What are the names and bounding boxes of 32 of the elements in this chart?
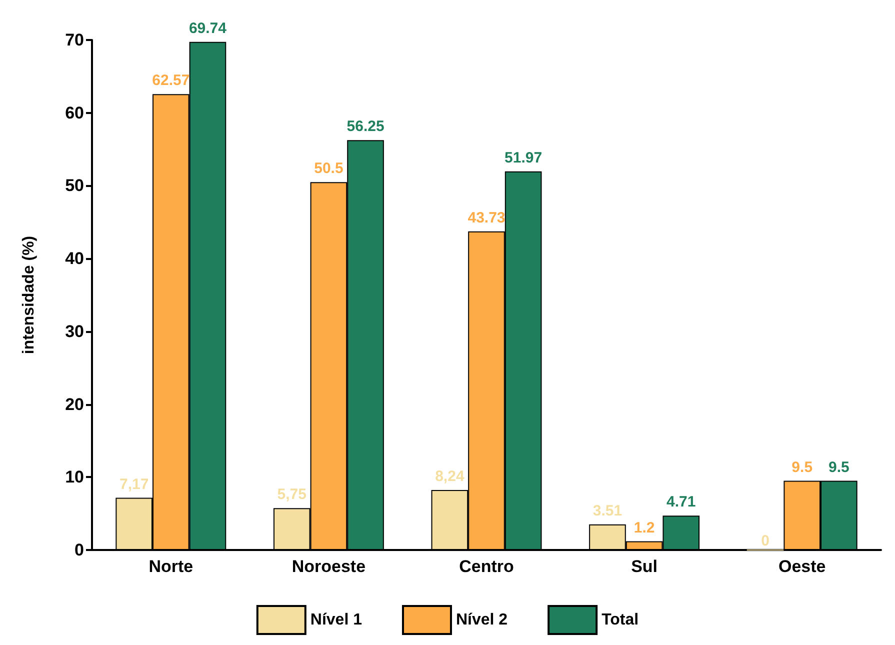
- data-label: 5,75: [277, 486, 306, 504]
- data-label: 69.74: [188, 20, 228, 37]
- data-label: 9.5: [792, 458, 813, 476]
- data-label: 1.2: [634, 519, 655, 536]
- data-label: 9.5: [828, 458, 850, 476]
- y-tick-label: 50: [65, 176, 84, 196]
- x-tick-label: Norte: [148, 557, 194, 576]
- x-tick-label: Oeste: [778, 557, 826, 576]
- y-tick-label: 30: [65, 322, 84, 341]
- data-label: 0: [761, 532, 770, 550]
- y-tick-label: 0: [74, 540, 84, 560]
- legend-label: Total: [602, 612, 639, 628]
- x-tick-label: Centro: [459, 557, 514, 576]
- data-label: 56.25: [346, 118, 384, 136]
- data-label: 4.71: [666, 494, 696, 511]
- data-label: 8,24: [435, 468, 465, 485]
- data-label: 7,17: [119, 476, 149, 493]
- y-tick-label: 10: [65, 468, 84, 487]
- y-axis-title: intensidade (%): [20, 236, 38, 354]
- y-tick-label: 40: [65, 249, 84, 268]
- x-tick-label: Sul: [631, 557, 658, 576]
- y-tick-label: 60: [65, 103, 84, 122]
- data-label: 51.97: [504, 149, 542, 166]
- y-tick-label: 70: [65, 30, 84, 50]
- y-tick-label: 20: [65, 394, 84, 414]
- data-label: 43.73: [468, 209, 506, 226]
- x-tick-label: Noroeste: [292, 557, 366, 576]
- data-label: 62.57: [152, 72, 190, 90]
- legend-label: Nível 1: [310, 612, 362, 628]
- data-label: 50.5: [314, 160, 344, 178]
- data-label: 3.51: [592, 502, 622, 520]
- legend-label: Nível 2: [456, 612, 508, 628]
